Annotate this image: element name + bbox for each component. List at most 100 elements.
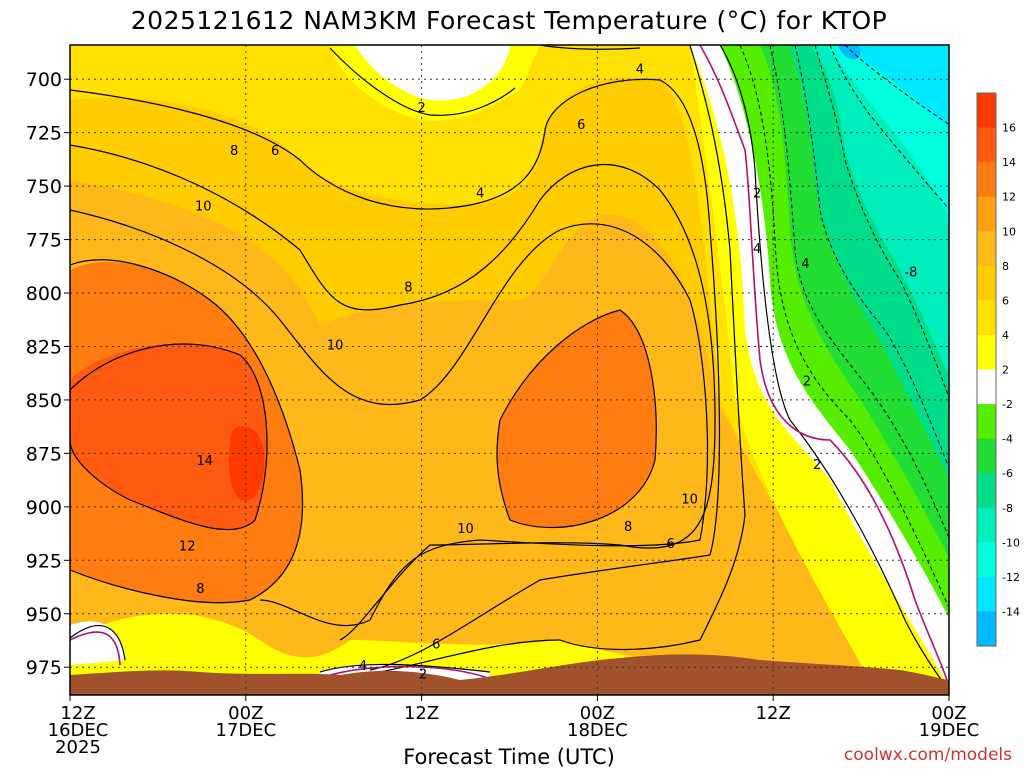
y-tick-label: 875 [26, 443, 62, 465]
colorbar-bin [977, 265, 996, 301]
contour-4 [329, 45, 746, 673]
colorbar-label: -14 [1002, 605, 1020, 618]
colorbar-bin [977, 473, 996, 509]
y-tick-label: 825 [26, 336, 62, 358]
contour-label: 12 [179, 539, 196, 554]
contour-label: 2 [813, 458, 821, 473]
colorbar-label: 8 [1002, 260, 1009, 273]
contour-label: 4 [476, 187, 484, 202]
colorbar-border [976, 92, 997, 647]
contour-label: 4 [636, 63, 644, 78]
temperature-field [70, 45, 949, 695]
contour-minus12 [844, 45, 949, 125]
colorbar: 16 14 12 10 8 6 4 2 -2 -4 -6 -8 -10 -12 -14 [976, 92, 1020, 647]
contour-label: 10 [195, 199, 212, 214]
colorbar-bin [977, 369, 996, 405]
contour-12 [70, 259, 304, 604]
colorbar-label: -6 [1002, 467, 1013, 480]
colorbar-bin [977, 438, 996, 474]
x-tick-label: 16DEC [48, 720, 109, 741]
band-12-14-east [497, 310, 657, 528]
colorbar-bin [977, 196, 996, 232]
contour-label: 8 [230, 144, 238, 159]
colorbar-label: -10 [1002, 536, 1020, 549]
contour-minus6 [794, 45, 949, 469]
contour-label: 8 [404, 281, 412, 296]
x-tick-label: 12Z [404, 703, 439, 724]
colorbar-label: -8 [1002, 502, 1013, 515]
contour-label: 6 [577, 118, 585, 133]
y-tick-label: 775 [26, 230, 62, 252]
contour-8 [70, 144, 716, 641]
contour-label: 2 [803, 375, 811, 390]
contour-lines-negative [739, 45, 949, 609]
y-tick-label: 700 [26, 69, 62, 91]
y-tick-label: 925 [26, 550, 62, 572]
colorbar-label: 4 [1002, 329, 1009, 342]
colorbar-label: 2 [1002, 364, 1009, 377]
contour-label: -8 [904, 266, 917, 281]
x-axis-label: Forecast Time (UTC) [403, 745, 615, 768]
colorbar-label: -2 [1002, 398, 1013, 411]
freezing-line-main [699, 45, 949, 690]
colorbar-bin [977, 611, 996, 647]
contour-label: 2 [753, 187, 761, 202]
colorbar-label: 6 [1002, 294, 1009, 307]
contour-label: 2 [417, 101, 425, 116]
colorbar-label: 16 [1002, 122, 1016, 135]
colorbar-bin [977, 334, 996, 370]
gridlines [70, 45, 949, 695]
contour-label: 2 [419, 668, 427, 683]
contour-label: 4 [753, 242, 761, 257]
colorbar-bin [977, 231, 996, 267]
colorbar-bin [977, 542, 996, 578]
contour-label: 8 [196, 582, 204, 597]
y-tick-label: 750 [26, 176, 62, 198]
band-16-18-west [228, 425, 265, 501]
x-tick-label: 12Z [756, 703, 791, 724]
y-tick-label: 975 [26, 657, 62, 679]
colorbar-bin [977, 507, 996, 543]
chart-title: 2025121612 NAM3KM Forecast Temperature (… [131, 6, 887, 35]
contour-label: 6 [432, 638, 440, 653]
x-tick-label: 00Z [228, 703, 263, 724]
contour-minus4 [769, 45, 949, 539]
contour-lines [70, 45, 949, 690]
contour-6 [70, 78, 721, 671]
colorbar-label: 14 [1002, 156, 1016, 169]
y-tick-label: 900 [26, 497, 62, 519]
colorbar-bin [977, 300, 996, 336]
contour-12-east [496, 309, 657, 529]
x-tick-label: 00Z [580, 703, 615, 724]
x-tick-label: 00Z [931, 703, 966, 724]
contour-2-surface [70, 625, 491, 673]
credit-text: coolwx.com/models [844, 745, 1012, 765]
y-axis-ticks: 700 725 750 775 800 825 850 875 900 925 950 975 [26, 69, 70, 679]
colorbar-bin [977, 404, 996, 440]
contour-label: 6 [271, 144, 279, 159]
x-tick-label: 17DEC [215, 720, 276, 741]
contour-label: 10 [327, 338, 344, 353]
y-tick-label: 950 [26, 604, 62, 626]
contour-2 [719, 45, 949, 690]
x-tick-label: 2025 [55, 737, 101, 758]
contour-label: 8 [624, 520, 632, 535]
contour-minus10 [829, 45, 949, 210]
colorbar-bin [977, 93, 996, 129]
y-tick-label: 850 [26, 390, 62, 412]
contour-label: 14 [197, 454, 214, 469]
band-minus14-minus16 [838, 45, 861, 60]
colorbar-bin [977, 127, 996, 163]
colorbar-label: 12 [1002, 191, 1016, 204]
x-tick-label: 19DEC [919, 720, 980, 741]
contour-label: 10 [681, 492, 698, 507]
contour-label: 4 [801, 257, 809, 272]
y-tick-label: 800 [26, 283, 62, 305]
contour-minus2 [739, 45, 949, 609]
contour-14 [70, 343, 268, 531]
colorbar-label: -12 [1002, 571, 1020, 584]
plot-border [69, 44, 950, 696]
colorbar-bin [977, 576, 996, 612]
